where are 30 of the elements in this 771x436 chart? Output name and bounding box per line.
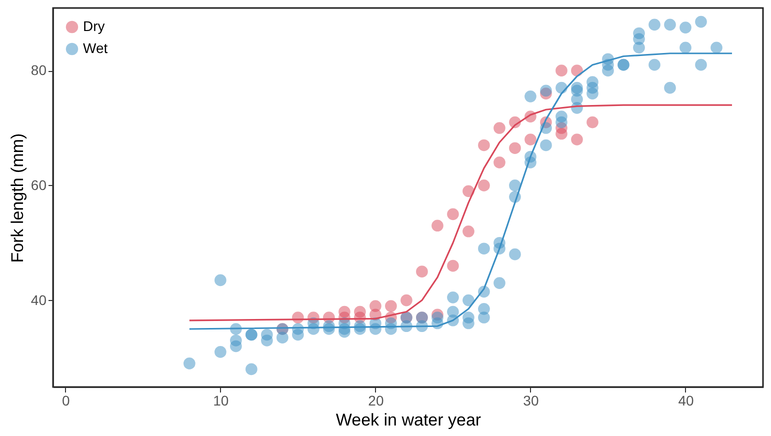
y-axis-title: Fork length (mm) — [8, 133, 27, 263]
point — [385, 300, 397, 312]
y-tick-label: 80 — [30, 62, 47, 78]
legend-label: Dry — [83, 18, 105, 34]
point — [462, 225, 474, 238]
y-tick-label: 60 — [30, 176, 47, 193]
point — [478, 180, 490, 192]
point — [586, 116, 598, 128]
point — [462, 185, 474, 198]
point — [478, 139, 490, 152]
x-axis-title: Week in water year — [336, 410, 482, 430]
point — [556, 64, 568, 76]
point — [447, 260, 459, 272]
point — [400, 294, 412, 306]
y-tick-label: 40 — [30, 292, 47, 308]
x-tick-label: 10 — [213, 392, 229, 408]
point — [447, 208, 459, 220]
point — [432, 220, 444, 232]
x-tick-label: 40 — [678, 392, 694, 408]
point — [571, 134, 583, 146]
point — [524, 134, 536, 146]
point — [494, 122, 506, 134]
x-tick-label: 30 — [523, 392, 539, 408]
x-tick-label: 0 — [62, 392, 70, 408]
point — [416, 266, 428, 278]
point — [494, 156, 506, 168]
legend-label: Wet — [83, 40, 108, 56]
x-tick-label: 20 — [368, 392, 384, 408]
line-series — [188, 52, 733, 330]
point — [509, 142, 521, 154]
